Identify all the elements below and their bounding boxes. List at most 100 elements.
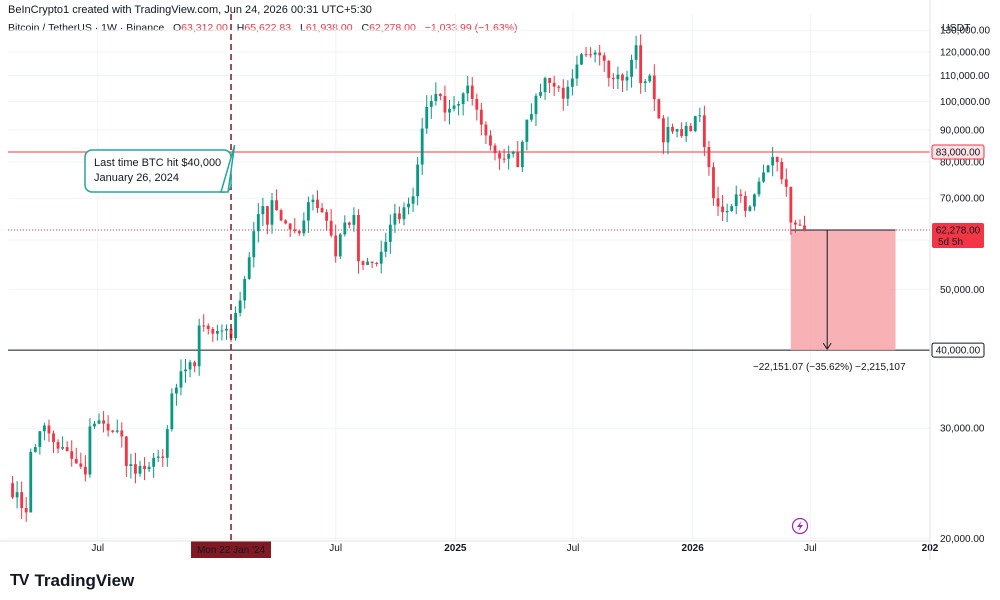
candle <box>466 76 470 102</box>
candle <box>284 219 288 225</box>
candle-body <box>602 55 606 61</box>
candle-body <box>771 156 775 166</box>
candle <box>461 92 465 116</box>
candle-body <box>102 420 105 424</box>
candle <box>188 359 192 378</box>
candle <box>61 436 65 451</box>
symbol-name: Bitcoin / TetherUS · 1W · Binance <box>8 22 165 34</box>
lightning-glyph <box>797 521 803 531</box>
candle-body <box>284 220 288 224</box>
candle <box>288 223 292 237</box>
x-tick-label: Jul <box>91 543 104 554</box>
candle-body <box>411 196 415 204</box>
price-level-label: 40,000.00 <box>936 346 981 357</box>
tradingview-logo[interactable]: TV TradingView <box>10 571 134 591</box>
x-tick-label: Jul <box>804 543 817 554</box>
candle <box>484 121 488 144</box>
candle <box>593 49 597 63</box>
candle-body <box>270 200 274 225</box>
candle-body <box>648 75 652 82</box>
candle <box>343 215 347 237</box>
callout-line1: Last time BTC hit $40,000 <box>94 157 221 169</box>
candle <box>657 98 661 120</box>
candle <box>261 197 265 227</box>
candle-body <box>243 278 247 301</box>
candle <box>702 105 706 157</box>
candle-body <box>211 329 215 334</box>
y-tick-label: 30,000.00 <box>940 424 985 435</box>
annotation: Last time BTC hit $40,000 January 26, 202… <box>84 144 236 193</box>
candle-body <box>256 214 260 232</box>
candle-body <box>425 106 429 129</box>
candle-body <box>748 206 752 211</box>
candle <box>302 212 306 237</box>
candle <box>370 261 374 269</box>
candle-body <box>611 78 615 80</box>
candle-body <box>266 206 269 225</box>
candle <box>516 140 520 168</box>
candle <box>666 116 670 155</box>
y-tick-label: 20,000.00 <box>940 534 985 545</box>
candle <box>448 99 451 125</box>
candle <box>748 205 752 212</box>
candle <box>170 388 174 432</box>
candle <box>784 168 788 197</box>
candle <box>56 439 60 454</box>
candle-body <box>329 220 333 236</box>
symbol-info: Bitcoin / TetherUS · 1W · Binance O63,31… <box>8 22 524 34</box>
candle <box>402 202 406 226</box>
candle-body <box>61 447 65 449</box>
candle <box>247 252 251 280</box>
candle-body <box>174 387 178 394</box>
candle <box>43 422 46 441</box>
candle-body <box>279 210 283 221</box>
candle-body <box>379 251 383 264</box>
candle <box>306 196 310 233</box>
candle <box>771 146 775 177</box>
candle-body <box>375 262 379 264</box>
candle-body <box>234 312 237 339</box>
candle <box>798 219 802 226</box>
candle-body <box>429 101 433 107</box>
candle <box>689 123 693 132</box>
candle-body <box>43 425 46 432</box>
candle-body <box>134 464 137 474</box>
candle <box>693 115 697 133</box>
candle-body <box>712 167 715 199</box>
candle <box>589 47 593 58</box>
price-chart[interactable]: −22,151.07 (−35.62%) −2,215,107 Mon 22 J… <box>0 0 1000 560</box>
candle-body <box>561 87 565 99</box>
candle <box>375 261 379 267</box>
price-level-label: 83,000.00 <box>936 147 981 158</box>
candle <box>215 324 219 341</box>
candle-body <box>33 447 37 452</box>
candle <box>124 436 128 478</box>
candle <box>279 208 283 222</box>
candle-body <box>634 45 638 60</box>
candle <box>47 419 51 442</box>
candle-body <box>165 429 169 458</box>
candle-body <box>675 129 679 132</box>
candle-body <box>671 127 674 132</box>
candle-body <box>621 74 624 81</box>
candle <box>11 476 14 500</box>
candle <box>557 85 561 92</box>
date-marker-label: Mon 22 Jan '24 <box>197 545 266 556</box>
candle-body <box>798 224 802 226</box>
candle <box>803 215 806 232</box>
measure-tool[interactable]: −22,151.07 (−35.62%) −2,215,107 <box>753 229 906 373</box>
candle-body <box>766 165 770 173</box>
candle <box>511 150 515 158</box>
candle <box>498 150 501 170</box>
candle <box>184 358 187 383</box>
candle <box>457 101 461 116</box>
candle <box>580 52 583 66</box>
y-tick-label: 120,000.00 <box>940 47 990 58</box>
candle-body <box>630 59 633 77</box>
last-price-badge <box>932 222 984 248</box>
candle-body <box>784 179 788 187</box>
candle-body <box>366 261 369 265</box>
candle <box>338 232 342 259</box>
candle <box>83 455 87 482</box>
candle-body <box>639 45 643 84</box>
